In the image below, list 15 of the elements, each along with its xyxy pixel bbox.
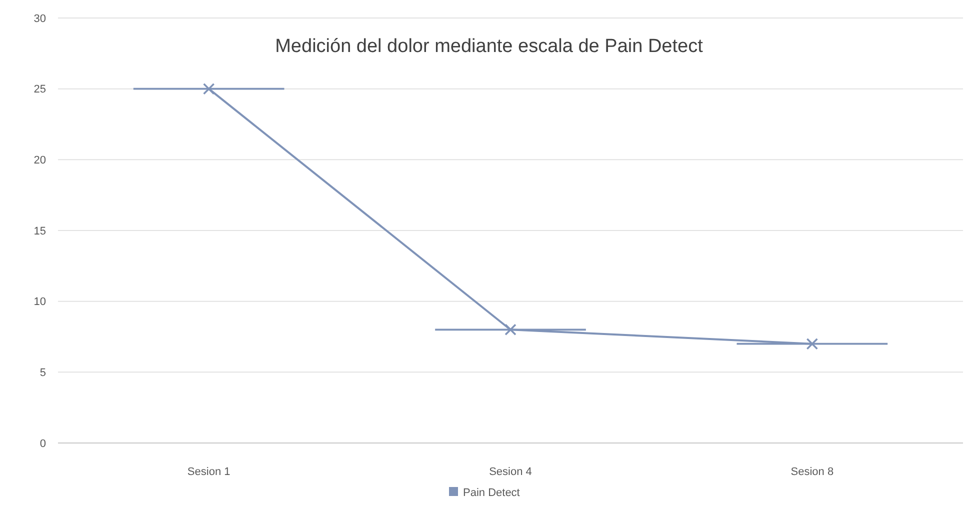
point <box>806 338 818 350</box>
y-tick-label: 20 <box>34 154 46 167</box>
y-tick-label: 0 <box>40 438 46 450</box>
x-tick-label: Sesion 4 <box>489 466 532 478</box>
y-tick-label: 30 <box>34 12 46 25</box>
y-tick-label: 10 <box>34 296 46 308</box>
point <box>202 82 215 95</box>
y-tick-label: 15 <box>34 225 46 238</box>
x-tick-label: Sesion 1 <box>187 466 230 478</box>
text: Medición del dolor mediante escala de Pain Detect <box>275 36 704 57</box>
legend-label: Pain Detect <box>463 487 520 499</box>
y-tick-label: 5 <box>40 367 46 380</box>
point <box>504 324 516 336</box>
x-tick-label: Sesion 8 <box>790 466 834 478</box>
y-tick-label: 25 <box>34 84 46 96</box>
